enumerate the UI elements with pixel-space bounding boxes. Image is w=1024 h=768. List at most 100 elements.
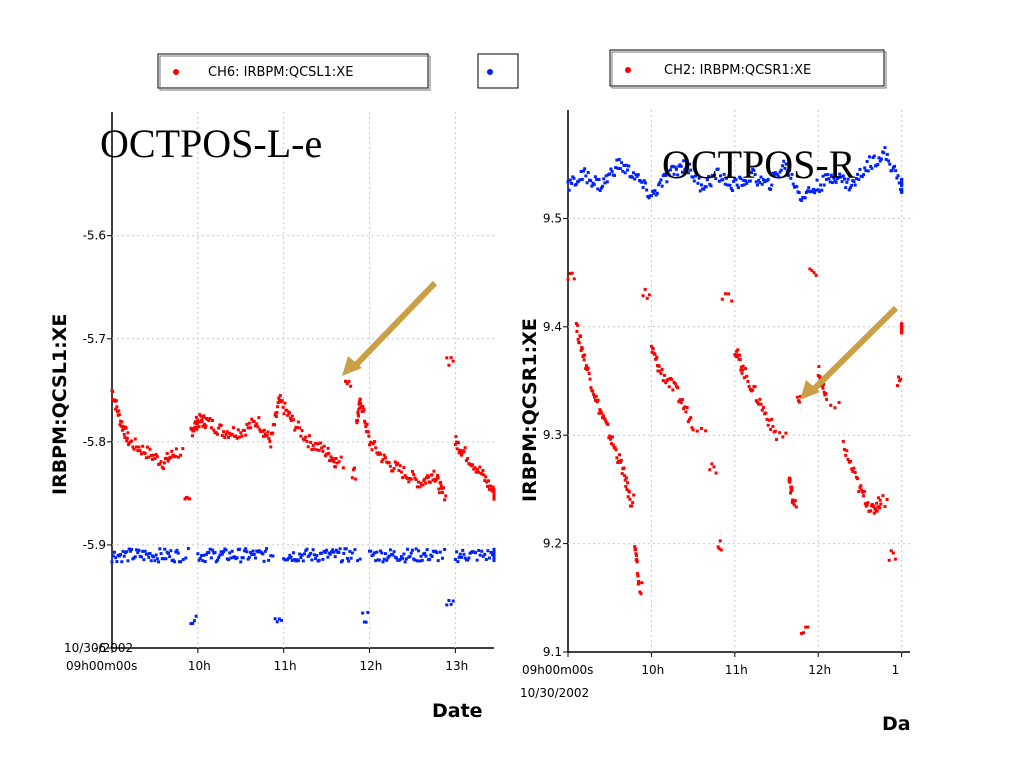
data-point: [310, 558, 314, 562]
data-point: [402, 552, 406, 556]
data-point: [692, 179, 696, 183]
data-point: [423, 477, 427, 481]
data-point: [289, 419, 293, 423]
data-point: [458, 451, 462, 455]
data-point: [707, 174, 711, 178]
data-point: [261, 434, 265, 438]
data-point: [189, 622, 193, 626]
data-point: [432, 469, 436, 473]
data-point: [361, 409, 365, 413]
data-point: [258, 428, 262, 432]
data-point: [727, 174, 731, 178]
data-point: [458, 552, 462, 556]
data-point: [356, 412, 360, 416]
data-point: [350, 476, 354, 480]
data-point: [717, 179, 721, 183]
data-point: [597, 411, 601, 415]
data-point: [487, 487, 491, 491]
data-point: [362, 620, 366, 624]
data-point: [803, 196, 807, 200]
data-point: [688, 162, 692, 166]
left-arrow-head: [342, 356, 362, 376]
data-point: [326, 555, 330, 559]
data-point: [133, 437, 137, 441]
data-point: [668, 168, 672, 172]
data-point: [568, 178, 572, 182]
data-point: [757, 402, 761, 406]
data-point: [744, 367, 748, 371]
data-point: [862, 173, 866, 177]
data-point: [122, 432, 126, 436]
data-point: [878, 506, 882, 510]
data-point: [679, 164, 683, 168]
data-point: [654, 193, 658, 197]
data-point: [810, 190, 814, 194]
data-point: [492, 554, 496, 558]
data-point: [278, 394, 282, 398]
data-point: [466, 457, 470, 461]
data-point: [164, 557, 168, 561]
data-point: [660, 367, 664, 371]
data-point: [362, 407, 366, 411]
data-point: [425, 548, 429, 552]
data-point: [593, 398, 597, 402]
data-point: [860, 175, 864, 179]
data-point: [132, 447, 136, 451]
data-point: [163, 547, 167, 551]
data-point: [686, 420, 690, 424]
data-point: [720, 297, 724, 301]
data-point: [750, 171, 754, 175]
data-point: [385, 558, 389, 562]
data-point: [415, 559, 419, 563]
data-point: [617, 459, 621, 463]
data-point: [383, 456, 387, 460]
data-point: [865, 503, 869, 507]
data-point: [277, 396, 281, 400]
data-point: [454, 435, 458, 439]
data-point: [782, 159, 786, 163]
data-point: [595, 400, 599, 404]
data-point: [157, 560, 161, 564]
data-point: [661, 379, 665, 383]
data-point: [197, 425, 201, 429]
data-point: [353, 466, 357, 470]
data-point: [784, 162, 788, 166]
data-point: [758, 181, 762, 185]
data-point: [625, 487, 629, 491]
data-point: [456, 560, 460, 564]
data-point: [753, 173, 757, 177]
data-point: [623, 474, 627, 478]
data-point: [230, 549, 234, 553]
data-point: [238, 547, 242, 551]
data-point: [746, 379, 750, 383]
data-point: [275, 620, 279, 624]
data-point: [857, 177, 861, 181]
data-point: [480, 472, 484, 476]
data-point: [209, 426, 213, 430]
data-point: [837, 175, 841, 179]
data-point: [154, 453, 158, 457]
data-point: [862, 489, 866, 493]
data-point: [130, 439, 134, 443]
data-point: [204, 424, 208, 428]
data-point: [632, 493, 636, 497]
data-point: [858, 167, 862, 171]
data-point: [601, 184, 605, 188]
data-point: [896, 174, 900, 178]
data-point: [146, 445, 150, 449]
data-point: [586, 171, 590, 175]
data-point: [858, 486, 862, 490]
data-point: [337, 460, 341, 464]
data-point: [867, 155, 871, 159]
data-point: [745, 181, 749, 185]
data-point: [841, 174, 845, 178]
data-point: [718, 539, 722, 543]
data-point: [131, 445, 135, 449]
data-point: [242, 549, 246, 553]
data-point: [696, 181, 700, 185]
data-point: [617, 158, 621, 162]
data-point: [622, 466, 626, 470]
data-point: [844, 186, 848, 190]
data-point: [213, 550, 217, 554]
data-point: [327, 451, 331, 455]
